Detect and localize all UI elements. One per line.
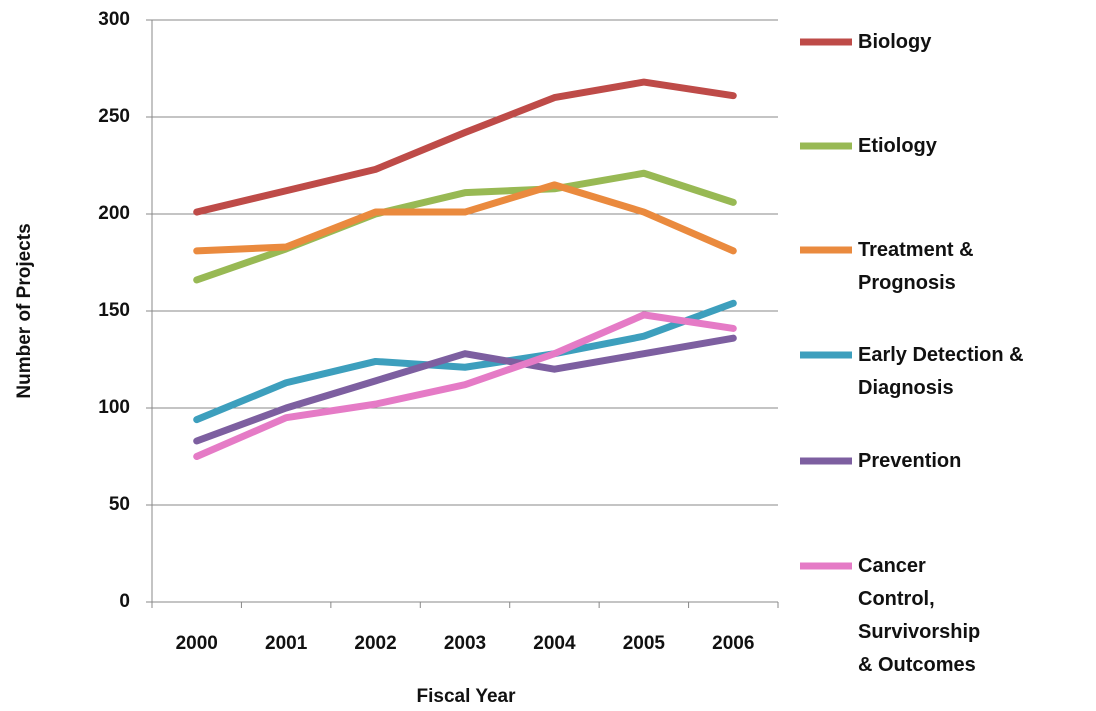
- x-tick-label: 2002: [354, 633, 396, 654]
- series-line: [193, 181, 737, 255]
- legend-label: Prevention: [858, 450, 962, 472]
- y-tick-label: 300: [98, 9, 130, 30]
- series-line: [193, 334, 737, 445]
- y-tick-label: 200: [98, 203, 130, 224]
- y-tick-label: 150: [98, 300, 130, 321]
- y-tick-label: 250: [98, 106, 130, 127]
- x-tick-label: 2005: [623, 633, 666, 654]
- series-line: [193, 299, 737, 424]
- y-axis-title: Number of Projects: [14, 223, 35, 398]
- legend-label: Treatment & Prognosis: [858, 239, 974, 294]
- series-line: [193, 78, 737, 216]
- legend-label: Cancer Control, Survivorship & Outcomes: [858, 555, 981, 676]
- legend-label: Early Detection & Diagnosis: [858, 344, 1024, 399]
- x-tick-label: 2004: [533, 633, 576, 654]
- x-tick-label: 2000: [176, 633, 218, 654]
- x-axis-title: Fiscal Year: [417, 686, 517, 707]
- y-tick-label: 0: [119, 591, 130, 612]
- y-tick-label: 100: [98, 397, 130, 418]
- y-tick-label: 50: [109, 494, 130, 515]
- series-line: [193, 311, 737, 460]
- x-tick-label: 2001: [265, 633, 308, 654]
- legend-label: Biology: [858, 31, 932, 53]
- legend-label: Etiology: [858, 135, 937, 157]
- x-tick-label: 2006: [712, 633, 754, 654]
- x-tick-label: 2003: [444, 633, 486, 654]
